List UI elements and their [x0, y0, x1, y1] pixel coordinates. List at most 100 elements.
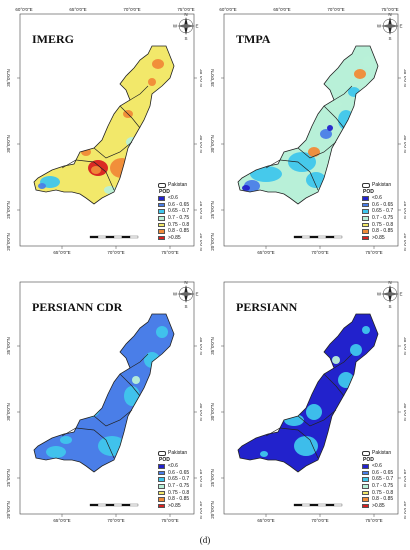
legend-label: 0.75 - 0.8 [372, 489, 394, 496]
lat-label: 30°0'0"N [199, 403, 202, 421]
pod-zone [60, 436, 72, 444]
lon-label: 75°0'0"E [161, 250, 178, 255]
country-fill [238, 46, 378, 204]
pod-zone [284, 414, 304, 426]
panel-title: PERSIANN CDR [32, 300, 123, 314]
lon-label-top: 60°0'0"E [15, 7, 32, 12]
legend-title: Pakistan [372, 450, 392, 456]
pod-zone [148, 78, 156, 86]
pod-zone [308, 147, 320, 157]
legend-label: <0.6 [372, 463, 382, 470]
lon-label: 65°0'0"E [257, 518, 274, 523]
pakistan-boundary-symbol [362, 450, 370, 456]
north-arrow-icon: N S E W [173, 280, 199, 309]
legend-title: Pakistan [168, 182, 188, 188]
legend-swatch [362, 484, 369, 489]
legend-row: <0.6 [158, 195, 198, 202]
lat-label: 30°0'0"N [6, 135, 11, 153]
legend-row: 0.75 - 0.8 [362, 490, 402, 497]
country-boundary [33, 45, 175, 205]
lat-label: 20°0'0"N [6, 501, 11, 519]
map-frame [223, 13, 399, 247]
compass-label: E [399, 24, 402, 29]
legend-swatch [158, 470, 165, 476]
legend-label: 0.6 - 0.65 [168, 201, 190, 208]
legend-label: 0.7 - 0.75 [372, 482, 394, 489]
legend-swatch [362, 470, 369, 476]
panel-title: PERSIANN [236, 300, 298, 314]
scale-segment [325, 235, 335, 239]
compass-label: N [184, 12, 187, 17]
lon-label-top: 75°0'0"E [381, 7, 398, 12]
scale-segment [325, 503, 335, 507]
lon-label-top: 75°0'0"E [177, 7, 194, 12]
lon-label-top: 65°0'0"E [273, 7, 290, 12]
lat-label: 30°0'0"N [6, 403, 11, 421]
lat-label: 20°0'0"N [6, 233, 11, 251]
country-boundary [33, 313, 175, 473]
legend-label: 0.75 - 0.8 [168, 221, 190, 228]
pod-zone [76, 402, 100, 418]
pod-zone [278, 131, 286, 137]
lon-label-top: 70°0'0"E [327, 7, 344, 12]
scale-segment [113, 235, 123, 239]
pod-zone [96, 416, 108, 424]
lat-label: 25°0'0"N [210, 201, 215, 219]
lon-label: 70°0'0"E [107, 250, 124, 255]
legend-swatch [158, 216, 165, 221]
scale-segment [309, 503, 319, 507]
lon-label: 65°0'0"E [53, 518, 70, 523]
pod-zone [287, 140, 297, 148]
legend-swatch [362, 209, 369, 214]
pod-zone [156, 326, 168, 338]
scale-segment [113, 503, 123, 507]
pod-zone [327, 125, 333, 131]
map-panel-imerg: 35°0'0"N 35°0'0"N 30°0'0"N 30°0'0"N 25°0'0"N… [2, 2, 202, 262]
legend-swatch [362, 235, 369, 241]
scale-bar [89, 503, 139, 507]
pod-zone [104, 186, 116, 194]
legend-row: 0.8 - 0.85 [158, 496, 198, 503]
legend-row: 0.8 - 0.85 [158, 228, 198, 235]
scale-segment [97, 503, 107, 507]
scale-segment [301, 503, 311, 507]
scale-segment [333, 503, 343, 507]
scale-segment [121, 235, 131, 239]
lat-label: 30°0'0"N [403, 135, 406, 153]
compass-label: W [173, 292, 178, 297]
legend-swatch [362, 196, 369, 201]
lat-label: 25°0'0"N [403, 469, 406, 487]
legend-label: 0.7 - 0.75 [168, 482, 190, 489]
map-frame [223, 281, 399, 515]
pod-zone [294, 436, 318, 456]
lat-label: 30°0'0"N [199, 135, 202, 153]
legend-label: 0.6 - 0.65 [372, 469, 394, 476]
legend-row: 0.6 - 0.65 [158, 470, 198, 477]
figure-caption: (d) [199, 535, 211, 545]
compass-label: N [388, 12, 391, 17]
lon-label-top: 65°0'0"E [69, 7, 86, 12]
lat-label: 35°0'0"N [199, 337, 202, 355]
legend-label: 0.65 - 0.7 [168, 476, 190, 483]
lon-label: 75°0'0"E [365, 518, 382, 523]
legend-row: 0.65 - 0.7 [362, 208, 402, 215]
lat-label: 35°0'0"N [199, 69, 202, 87]
province-boundary [129, 85, 149, 101]
scale-segment [129, 503, 139, 507]
pod-zone [338, 110, 354, 130]
compass-needle [381, 24, 399, 28]
lat-label: 35°0'0"N [6, 337, 11, 355]
legend-label: 0.75 - 0.8 [372, 221, 394, 228]
lon-label: 65°0'0"E [53, 250, 70, 255]
legend-swatch [158, 209, 165, 214]
lon-label-top: 70°0'0"E [123, 7, 140, 12]
compass-needle [177, 24, 195, 28]
province-boundary [93, 409, 133, 427]
scale-bar [89, 235, 139, 239]
scale-segment [293, 235, 303, 239]
country-boundary [237, 45, 379, 205]
lat-label: 25°0'0"N [199, 201, 202, 219]
scale-segment [105, 503, 115, 507]
pod-zone [242, 185, 250, 191]
legend-row: 0.6 - 0.65 [158, 202, 198, 209]
